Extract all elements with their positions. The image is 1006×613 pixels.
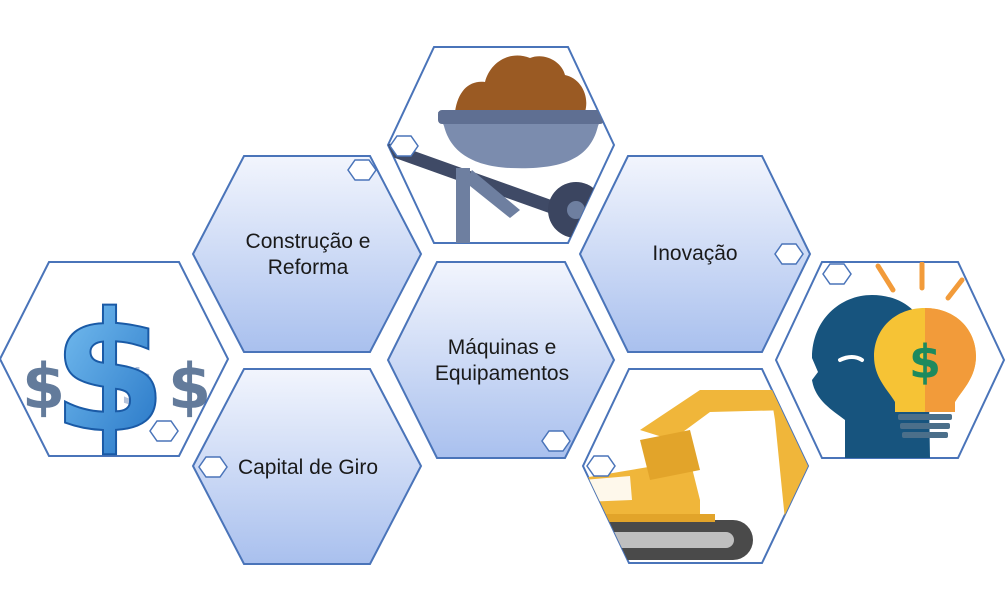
small-hexagon-marker xyxy=(541,430,571,452)
svg-text:$: $ xyxy=(909,335,941,389)
small-hexagon-marker xyxy=(822,263,852,285)
label-inovacao: Inovação xyxy=(652,242,737,265)
small-hexagon-marker xyxy=(389,135,419,157)
label-maquinas-line2: Equipamentos xyxy=(435,362,569,385)
svg-text:$: $ xyxy=(52,277,167,469)
hexagon-maquinas: Máquinas e Equipamentos xyxy=(386,261,616,459)
label-construcao-line2: Reforma xyxy=(268,256,349,279)
hexagon-wheelbarrow xyxy=(386,46,616,244)
label-maquinas-line1: Máquinas e xyxy=(448,336,557,359)
idea-head-bulb-icon: $ xyxy=(812,262,976,458)
small-hexagon-marker xyxy=(586,455,616,477)
hexagon-ideia: $ xyxy=(774,261,1006,459)
hexagon-excavator xyxy=(581,368,810,564)
hexagon-capital-de-giro: Capital de Giro xyxy=(191,368,423,565)
hexagon-construcao: Construção e Reforma xyxy=(191,155,423,353)
small-hexagon-marker xyxy=(198,456,228,478)
dollar-sign-icon: $ $ $ $ xyxy=(22,276,211,469)
small-hexagon-marker xyxy=(149,420,179,442)
svg-text:$: $ xyxy=(168,350,211,423)
svg-text:$: $ xyxy=(120,359,155,417)
svg-text:$: $ xyxy=(22,350,65,423)
label-capital-de-giro: Capital de Giro xyxy=(238,456,378,479)
hexagon-inovacao: Inovação xyxy=(578,155,812,353)
hexagon-money: $ $ $ $ xyxy=(0,261,230,469)
small-hexagon-marker xyxy=(774,243,804,265)
label-construcao-line1: Construção e xyxy=(246,230,371,253)
small-hexagon-marker xyxy=(347,159,377,181)
wheelbarrow-icon xyxy=(388,55,604,243)
